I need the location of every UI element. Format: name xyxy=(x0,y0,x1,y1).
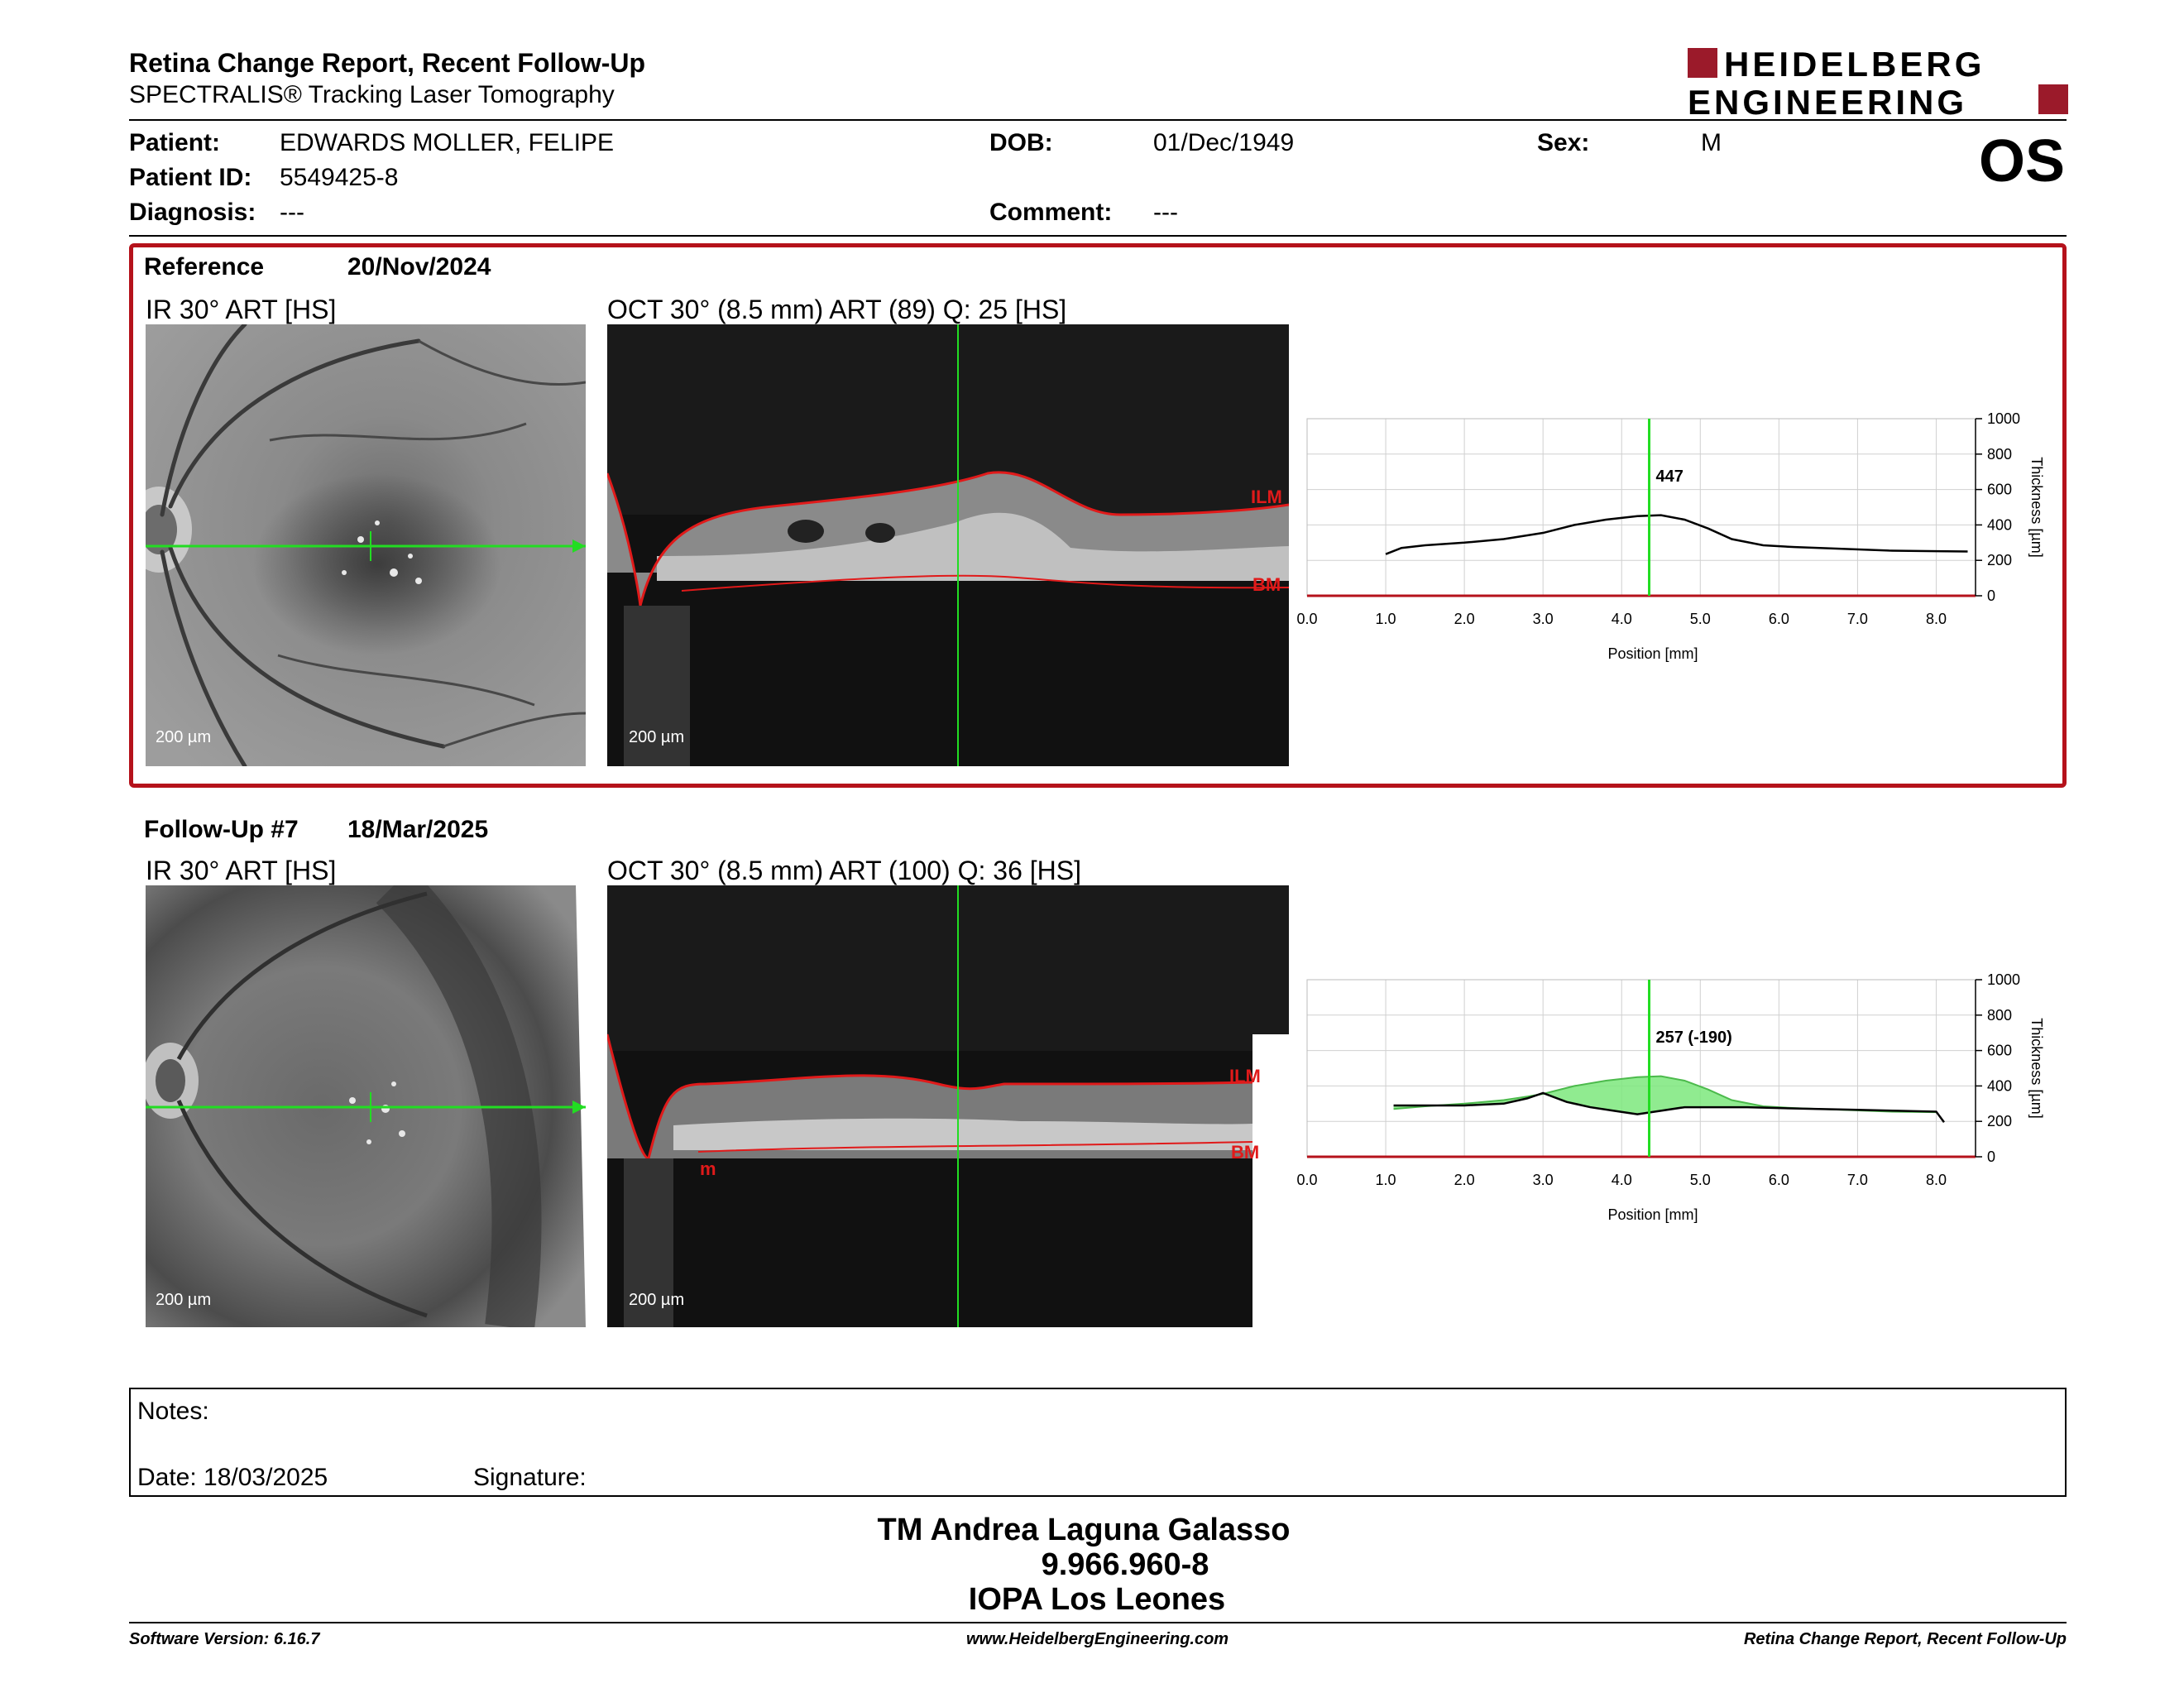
x-tick-label: 7.0 xyxy=(1847,611,1868,627)
reference-ir-label: IR 30° ART [HS] xyxy=(146,295,337,324)
y-tick-label: 0 xyxy=(1987,1149,1995,1165)
diagnosis-value: --- xyxy=(280,199,304,226)
x-tick-label: 2.0 xyxy=(1454,611,1475,627)
svg-text:ENGINEERING: ENGINEERING xyxy=(1688,83,1967,117)
y-tick-label: 200 xyxy=(1987,552,2012,568)
reference-label: Reference xyxy=(144,253,265,281)
eye-indicator: OS xyxy=(1978,128,2065,194)
y-tick-label: 200 xyxy=(1987,1113,2012,1129)
followup-label: Follow-Up #7 xyxy=(144,816,299,843)
followup-oct-image xyxy=(607,885,1289,1327)
x-tick-label: 4.0 xyxy=(1612,1172,1632,1188)
x-tick-label: 3.0 xyxy=(1533,611,1554,627)
followup-ir-scale: 200 µm xyxy=(156,1291,212,1309)
followup-ir-image xyxy=(142,867,586,1331)
signer-id: 9.966.960-8 xyxy=(1041,1547,1209,1582)
x-tick-label: 0.0 xyxy=(1296,1172,1317,1188)
y-tick-label: 400 xyxy=(1987,516,2012,533)
y-tick-label: 800 xyxy=(1987,446,2012,463)
x-tick-label: 1.0 xyxy=(1376,611,1396,627)
x-tick-label: 4.0 xyxy=(1612,611,1632,627)
sex-label: Sex: xyxy=(1537,129,1590,156)
notes-date: Date: 18/03/2025 xyxy=(137,1464,328,1491)
patient-divider xyxy=(129,235,2067,237)
sex-value: M xyxy=(1701,129,1722,156)
patient-id-label: Patient ID: xyxy=(129,164,252,191)
x-tick-label: 1.0 xyxy=(1376,1172,1396,1188)
patient-label: Patient: xyxy=(129,129,221,156)
y-tick-label: 1000 xyxy=(1987,971,2020,988)
followup-oct-label: OCT 30° (8.5 mm) ART (100) Q: 36 [HS] xyxy=(607,856,1081,885)
followup-ir-label: IR 30° ART [HS] xyxy=(146,856,337,885)
comment-label: Comment: xyxy=(989,199,1113,226)
footer-website[interactable]: www.HeidelbergEngineering.com xyxy=(966,1630,1229,1648)
x-tick-label: 3.0 xyxy=(1533,1172,1554,1188)
reference-oct-label: OCT 30° (8.5 mm) ART (89) Q: 25 [HS] xyxy=(607,295,1067,324)
cursor-value-label: 257 (-190) xyxy=(1656,1029,1732,1047)
footer-software: Software Version: 6.16.7 xyxy=(129,1630,320,1648)
thickness-line xyxy=(1385,514,1968,555)
plot-frame xyxy=(1306,418,1976,597)
x-tick-label: 0.0 xyxy=(1296,611,1317,627)
signer-name: TM Andrea Laguna Galasso xyxy=(877,1513,1291,1547)
y-axis-label: Thickness [µm] xyxy=(2028,1018,2045,1118)
dob-value: 01/Dec/1949 xyxy=(1153,129,1295,156)
patient-id: 5549425-8 xyxy=(280,164,399,191)
y-tick-label: 600 xyxy=(1987,482,2012,498)
comment-value: --- xyxy=(1153,199,1178,226)
x-tick-label: 2.0 xyxy=(1454,1172,1475,1188)
footer-report: Retina Change Report, Recent Follow-Up xyxy=(1743,1630,2067,1648)
x-tick-label: 8.0 xyxy=(1926,611,1947,627)
x-tick-label: 7.0 xyxy=(1847,1172,1868,1188)
reference-ir-scale: 200 µm xyxy=(156,728,212,746)
reference-bm-label: BM xyxy=(1252,574,1281,595)
reference-thickness-chart: 0.0 1.0 2.0 3.0 4.0 5.0 6.0 7.0 8.0 0 200 400 600 800… xyxy=(1296,410,2045,662)
notes-box: Notes: Date: 18/03/2025 Signature: xyxy=(129,1388,2067,1497)
reference-panel xyxy=(129,243,2067,788)
followup-thickness-chart: 0.0 1.0 2.0 3.0 4.0 5.0 6.0 7.0 8.0 0 200 400 600 800… xyxy=(1296,971,2045,1223)
report-title: Retina Change Report, Recent Follow-Up xyxy=(129,48,646,78)
y-tick-label: 800 xyxy=(1987,1007,2012,1024)
followup-date: 18/Mar/2025 xyxy=(347,816,489,843)
reference-ir-image xyxy=(146,324,586,766)
x-axis-label: Position [mm] xyxy=(1607,645,1698,662)
x-tick-label: 5.0 xyxy=(1690,1172,1711,1188)
y-tick-label: 400 xyxy=(1987,1077,2012,1094)
x-axis-label: Position [mm] xyxy=(1607,1206,1698,1223)
diagnosis-label: Diagnosis: xyxy=(129,199,256,226)
reference-date: 20/Nov/2024 xyxy=(347,253,491,281)
reference-oct-scale: 200 µm xyxy=(629,728,685,746)
dob-label: DOB: xyxy=(989,129,1053,156)
followup-oct-scale: 200 µm xyxy=(629,1291,685,1309)
cursor-value-label: 447 xyxy=(1656,468,1684,486)
svg-text:HEIDELBERG: HEIDELBERG xyxy=(1724,45,1985,84)
report-subtitle: SPECTRALIS® Tracking Laser Tomography xyxy=(129,81,615,108)
followup-bm-label: BM xyxy=(1231,1142,1260,1163)
patient-name: EDWARDS MOLLER, FELIPE xyxy=(280,129,614,156)
thickness-change-area xyxy=(1393,1076,1944,1123)
y-axis-label: Thickness [µm] xyxy=(2028,457,2045,557)
header-divider xyxy=(129,119,2067,121)
reference-oct-image xyxy=(607,324,1289,766)
x-tick-label: 5.0 xyxy=(1690,611,1711,627)
y-tick-label: 0 xyxy=(1987,587,1995,604)
footer-divider xyxy=(129,1622,2067,1623)
notes-signature[interactable]: Signature: xyxy=(473,1464,587,1491)
x-tick-label: 6.0 xyxy=(1769,611,1789,627)
heidelberg-logo: HEIDELBERG ENGINEERING xyxy=(1688,45,2068,117)
signer-org: IOPA Los Leones xyxy=(968,1582,1226,1617)
followup-ilm-label: ILM xyxy=(1229,1066,1261,1086)
y-tick-label: 1000 xyxy=(1987,410,2020,427)
plot-frame xyxy=(1306,979,1976,1158)
y-tick-label: 600 xyxy=(1987,1043,2012,1059)
notes-label: Notes: xyxy=(137,1398,209,1425)
x-tick-label: 6.0 xyxy=(1769,1172,1789,1188)
reference-ilm-label: ILM xyxy=(1251,487,1282,507)
followup-marker-label: m xyxy=(700,1158,716,1179)
x-tick-label: 8.0 xyxy=(1926,1172,1947,1188)
